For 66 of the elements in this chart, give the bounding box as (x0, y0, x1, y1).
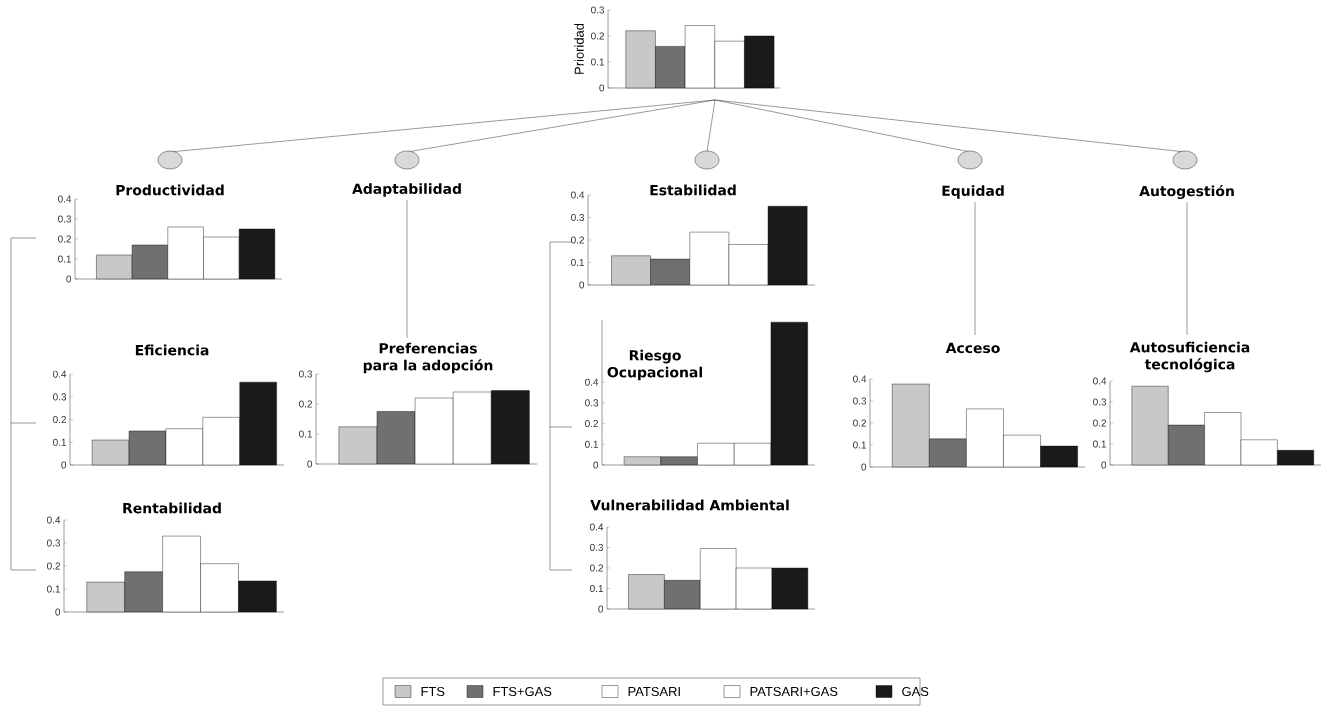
y-tick-label: 0.1 (53, 438, 67, 446)
y-tick-label: 0.2 (591, 32, 604, 40)
y-tick-label: 0.4 (590, 523, 604, 531)
legend-label: GAS (902, 686, 929, 697)
y-tick-label: 0.4 (585, 378, 599, 386)
y-tick-label: 0.3 (571, 213, 585, 222)
y-tick-label: 0.3 (58, 215, 72, 223)
y-tick-label: 0.1 (58, 255, 72, 263)
y-tick-label: 0.3 (585, 399, 599, 407)
y-tick-label: 0 (61, 461, 67, 469)
y-tick-label: 0 (1101, 461, 1107, 469)
y-tick-label: 0.1 (585, 440, 599, 448)
y-tick-label: 0 (593, 461, 599, 469)
legend-label: PATSARI (628, 686, 680, 697)
chart-title: Autosuficiencia tecnológica (1129, 341, 1250, 373)
y-axis-title: Prioridad (574, 23, 584, 74)
y-tick-label: 0.3 (299, 370, 313, 378)
chart-title: Preferencias para la adopción (363, 342, 493, 374)
chart-title: Vulnerabilidad Ambiental (590, 499, 789, 511)
y-tick-label: 0.4 (53, 370, 67, 378)
text: Autogestión (1139, 184, 1234, 200)
chart-title: Acceso (945, 342, 1000, 354)
y-tick-label: 0.3 (47, 539, 61, 547)
text: Adaptabilidad (352, 183, 461, 197)
legend-label: PATSARI+GAS (750, 686, 838, 697)
y-tick-label: 0.4 (571, 191, 585, 199)
y-tick-label: 0.3 (53, 393, 67, 401)
y-tick-label: 0.2 (1093, 419, 1107, 427)
y-tick-label: 0.2 (58, 235, 71, 243)
chart-title: Productividad (116, 184, 224, 196)
y-tick-label: 0.3 (590, 543, 604, 552)
y-tick-label: 0.2 (53, 416, 66, 424)
y-tick-label: 0 (579, 281, 585, 289)
chart-title: Eficiencia (135, 344, 209, 356)
y-tick-label: 0.1 (853, 441, 867, 449)
text: Equidad (942, 185, 1004, 199)
y-tick-label: 0.3 (1093, 398, 1107, 406)
y-tick-label: 0.1 (47, 585, 60, 593)
chart-title: Rentabilidad (123, 502, 221, 514)
y-tick-label: 0 (55, 608, 61, 616)
y-tick-label: 0 (307, 460, 313, 468)
y-tick-label: 0.1 (571, 258, 585, 267)
y-tick-label: 0.1 (1093, 440, 1107, 448)
y-tick-label: 0.4 (853, 375, 867, 383)
y-tick-label: 0.4 (58, 195, 72, 203)
y-tick-label: 0.2 (47, 562, 60, 570)
text: Riesgo Ocupacional (607, 349, 702, 381)
y-tick-label: 0.2 (299, 400, 312, 408)
y-tick-label: 0.1 (299, 430, 313, 438)
y-tick-label: 0.1 (590, 584, 604, 593)
y-tick-label: 0.1 (591, 58, 605, 66)
legend-label: FTS+GAS (493, 686, 552, 697)
y-tick-label: 0.2 (853, 419, 867, 427)
y-tick-label: 0.2 (585, 420, 598, 428)
y-tick-label: 0 (598, 605, 604, 613)
y-tick-label: 0.4 (47, 516, 61, 524)
y-tick-label: 0 (599, 84, 605, 92)
y-tick-label: 0.2 (590, 564, 603, 572)
y-tick-label: 0.3 (853, 397, 867, 405)
y-tick-label: 0.3 (591, 6, 605, 14)
y-tick-label: 0.2 (571, 236, 584, 244)
y-tick-label: 0 (66, 275, 72, 283)
chart-title: Estabilidad (650, 184, 736, 196)
y-tick-label: 0.4 (1093, 377, 1107, 385)
legend-label: FTS (421, 686, 445, 697)
y-tick-label: 0 (861, 463, 867, 471)
